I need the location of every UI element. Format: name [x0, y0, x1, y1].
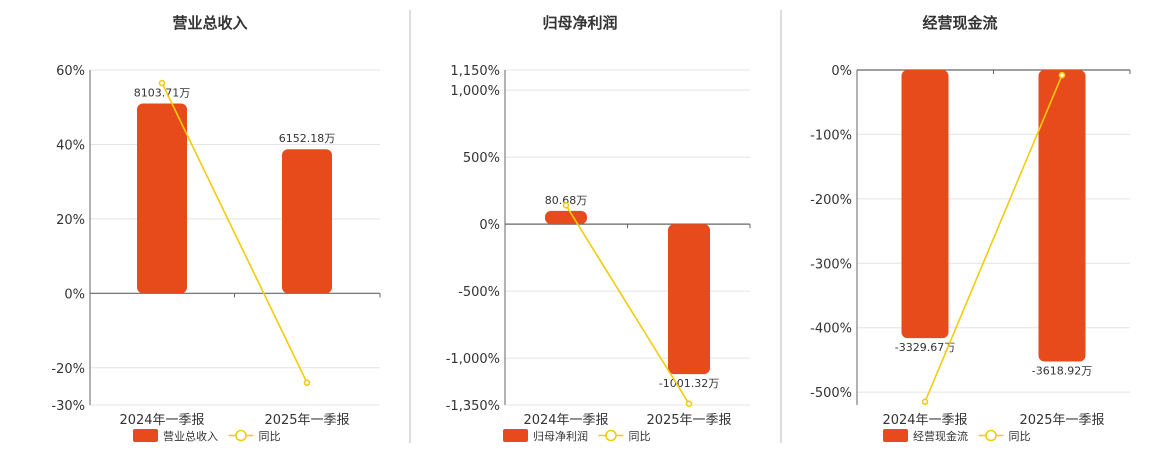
y-tick-label: -300% — [810, 257, 852, 272]
yoy-point-1 — [921, 398, 929, 406]
yoy-line — [565, 204, 690, 405]
yoy-point-2 — [685, 400, 693, 407]
y-tick-label: 0% — [831, 64, 852, 79]
y-tick-label: 20% — [56, 213, 85, 228]
legend-bar-swatch — [883, 429, 908, 442]
legend-line-marker — [985, 429, 997, 442]
legend-line-marker — [235, 429, 247, 442]
chart-3: 经营现金流 0% -100% -200% -300% -400% -500% -3329.67… — [810, 14, 1131, 443]
x-tick-label: 2024年一季报 — [119, 413, 204, 428]
legend-line-marker — [605, 429, 617, 442]
y-tick-label: 1,150% — [450, 64, 500, 79]
x-tick-label: 2024年一季报 — [882, 413, 967, 428]
x-tick-label: 2025年一季报 — [264, 413, 349, 428]
bar-1 — [901, 70, 949, 339]
chart-title: 营业总收入 — [172, 14, 247, 32]
bar-value-label: -1001.32万 — [659, 377, 719, 390]
legend-line-label: 同比 — [259, 430, 281, 443]
y-tick-label: 60% — [56, 64, 85, 79]
bar-value-label: -3329.67万 — [895, 341, 955, 354]
y-tick-label: -500% — [458, 285, 500, 300]
y-tick-label: 40% — [56, 138, 85, 153]
bar-1 — [137, 103, 187, 294]
y-tick-label: -30% — [51, 399, 85, 414]
x-tick-label: 2025年一季报 — [646, 413, 731, 428]
bar-2 — [1038, 70, 1086, 362]
legend-bar-swatch — [133, 429, 158, 442]
legend-bar-label: 营业总收入 — [163, 429, 218, 443]
legend: 营业总收入 同比 — [133, 429, 281, 443]
legend: 归母净利润 同比 — [503, 429, 651, 443]
y-tick-label: 1,000% — [450, 84, 500, 99]
bar-value-label: -3618.92万 — [1032, 364, 1092, 377]
y-tick-label: -100% — [810, 128, 852, 143]
x-tick-label: 2025年一季报 — [1019, 413, 1104, 428]
y-tick-label: 0% — [64, 287, 85, 302]
yoy-line — [924, 74, 1063, 403]
yoy-point-2 — [1058, 71, 1066, 79]
chart-2: 归母净利润 1,150% 1,000% 500% 0% -500% -1,000% -1,35… — [446, 14, 751, 443]
y-tick-label: -500% — [810, 386, 852, 401]
yoy-point-2 — [303, 379, 311, 386]
y-tick-label: 500% — [463, 151, 500, 166]
chart-1: 营业总收入 60% 40% 20% 0% -20% -30% 8103.71万 6152.18万… — [51, 14, 381, 443]
x-tick-label: 2024年一季报 — [523, 413, 608, 428]
yoy-point-1 — [158, 79, 166, 87]
legend-line-label: 同比 — [1009, 430, 1031, 443]
y-tick-label: -1,350% — [446, 399, 500, 414]
y-tick-label: -200% — [810, 193, 852, 208]
legend-bar-swatch — [503, 429, 528, 442]
legend: 经营现金流 同比 — [883, 429, 1031, 443]
bar-2 — [282, 149, 332, 294]
legend-bar-label: 归母净利润 — [533, 429, 588, 443]
y-tick-label: 0% — [479, 218, 500, 233]
yoy-point-1 — [562, 202, 570, 209]
chart-title: 归母净利润 — [542, 14, 617, 32]
chart-title: 经营现金流 — [922, 14, 997, 32]
y-tick-label: -400% — [810, 322, 852, 337]
legend-bar-label: 经营现金流 — [913, 429, 968, 443]
bar-1 — [545, 210, 587, 225]
legend-line-label: 同比 — [629, 430, 651, 443]
bar-value-label: 8103.71万 — [134, 87, 191, 100]
y-tick-label: -1,000% — [446, 352, 500, 367]
bar-value-label: 80.68万 — [545, 194, 588, 207]
bar-2 — [668, 224, 710, 375]
yoy-line — [161, 82, 308, 384]
y-tick-label: -20% — [51, 362, 85, 377]
bar-value-label: 6152.18万 — [279, 132, 336, 145]
